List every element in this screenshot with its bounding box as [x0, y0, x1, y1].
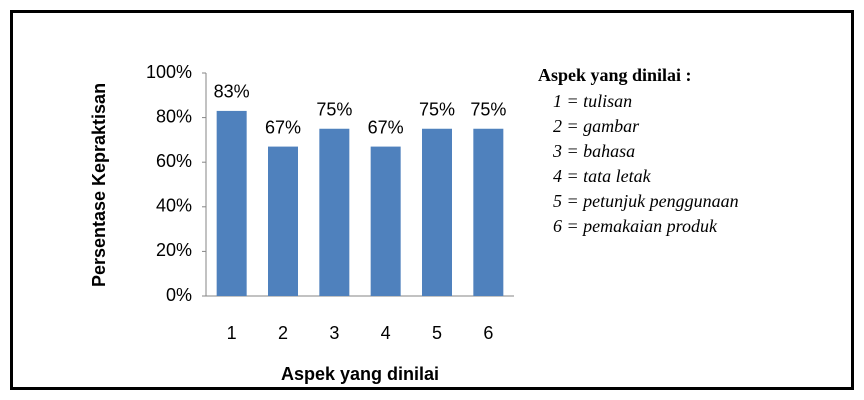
annotation-item: 6 = pemakaian produk: [553, 216, 718, 236]
y-tick-label: 40%: [156, 196, 192, 216]
bar: [422, 128, 452, 296]
x-axis-title: Aspek yang dinilai: [281, 364, 439, 384]
y-tick-label: 100%: [146, 62, 192, 82]
value-label: 75%: [419, 100, 455, 120]
value-label: 75%: [470, 100, 506, 120]
annotation-item: 4 = tata letak: [553, 166, 652, 186]
x-tick-label: 5: [432, 323, 442, 343]
value-label: 67%: [265, 117, 301, 137]
y-tick-label: 80%: [156, 106, 192, 126]
y-axis-title: Persentase Kepraktisan: [89, 83, 109, 287]
y-tick-label: 20%: [156, 240, 192, 260]
value-label: 83%: [214, 82, 250, 102]
x-tick-label: 4: [381, 323, 391, 343]
bar: [319, 128, 350, 296]
x-tick-label: 2: [278, 323, 288, 343]
annotation-item: 5 = petunjuk penggunaan: [553, 191, 739, 211]
annotation-title: Aspek yang dinilai :: [538, 65, 692, 85]
x-tick-label: 1: [227, 323, 237, 343]
bar: [268, 146, 298, 296]
x-tick-label: 3: [329, 323, 339, 343]
x-tick-label: 6: [483, 323, 493, 343]
bar: [370, 146, 401, 296]
y-tick-label: 60%: [156, 151, 192, 171]
annotation-item: 3 = bahasa: [552, 141, 635, 161]
bar: [216, 110, 247, 296]
annotation-item: 2 = gambar: [553, 116, 640, 136]
value-label: 75%: [316, 100, 352, 120]
annotation-item: 1 = tulisan: [553, 91, 632, 111]
value-label: 67%: [368, 117, 404, 137]
y-tick-label: 0%: [166, 285, 192, 305]
bar: [473, 128, 504, 296]
